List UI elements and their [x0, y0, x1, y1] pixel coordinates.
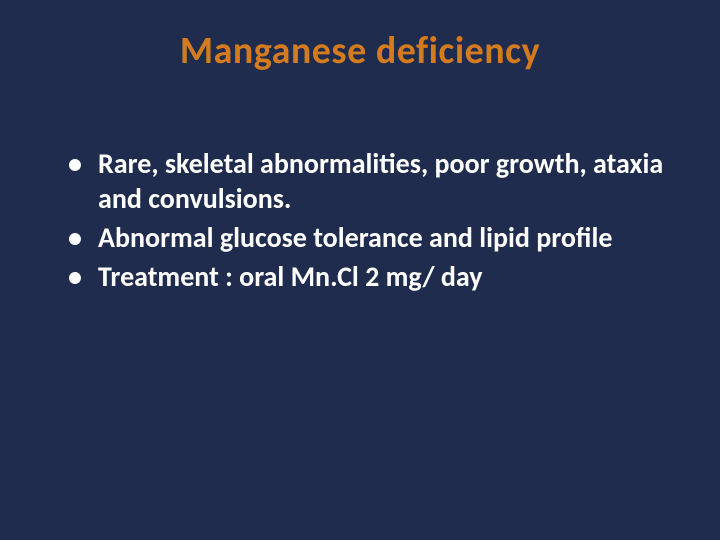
list-item: Abnormal glucose tolerance and lipid pro… [68, 220, 680, 255]
slide-title: Manganese deficiency [40, 28, 680, 74]
slide: Manganese deficiency Rare, skeletal abno… [0, 0, 720, 540]
list-item: Rare, skeletal abnormalities, poor growt… [68, 146, 680, 216]
list-item: Treatment : oral Mn.Cl 2 mg/ day [68, 259, 680, 294]
bullet-list: Rare, skeletal abnormalities, poor growt… [40, 146, 680, 294]
